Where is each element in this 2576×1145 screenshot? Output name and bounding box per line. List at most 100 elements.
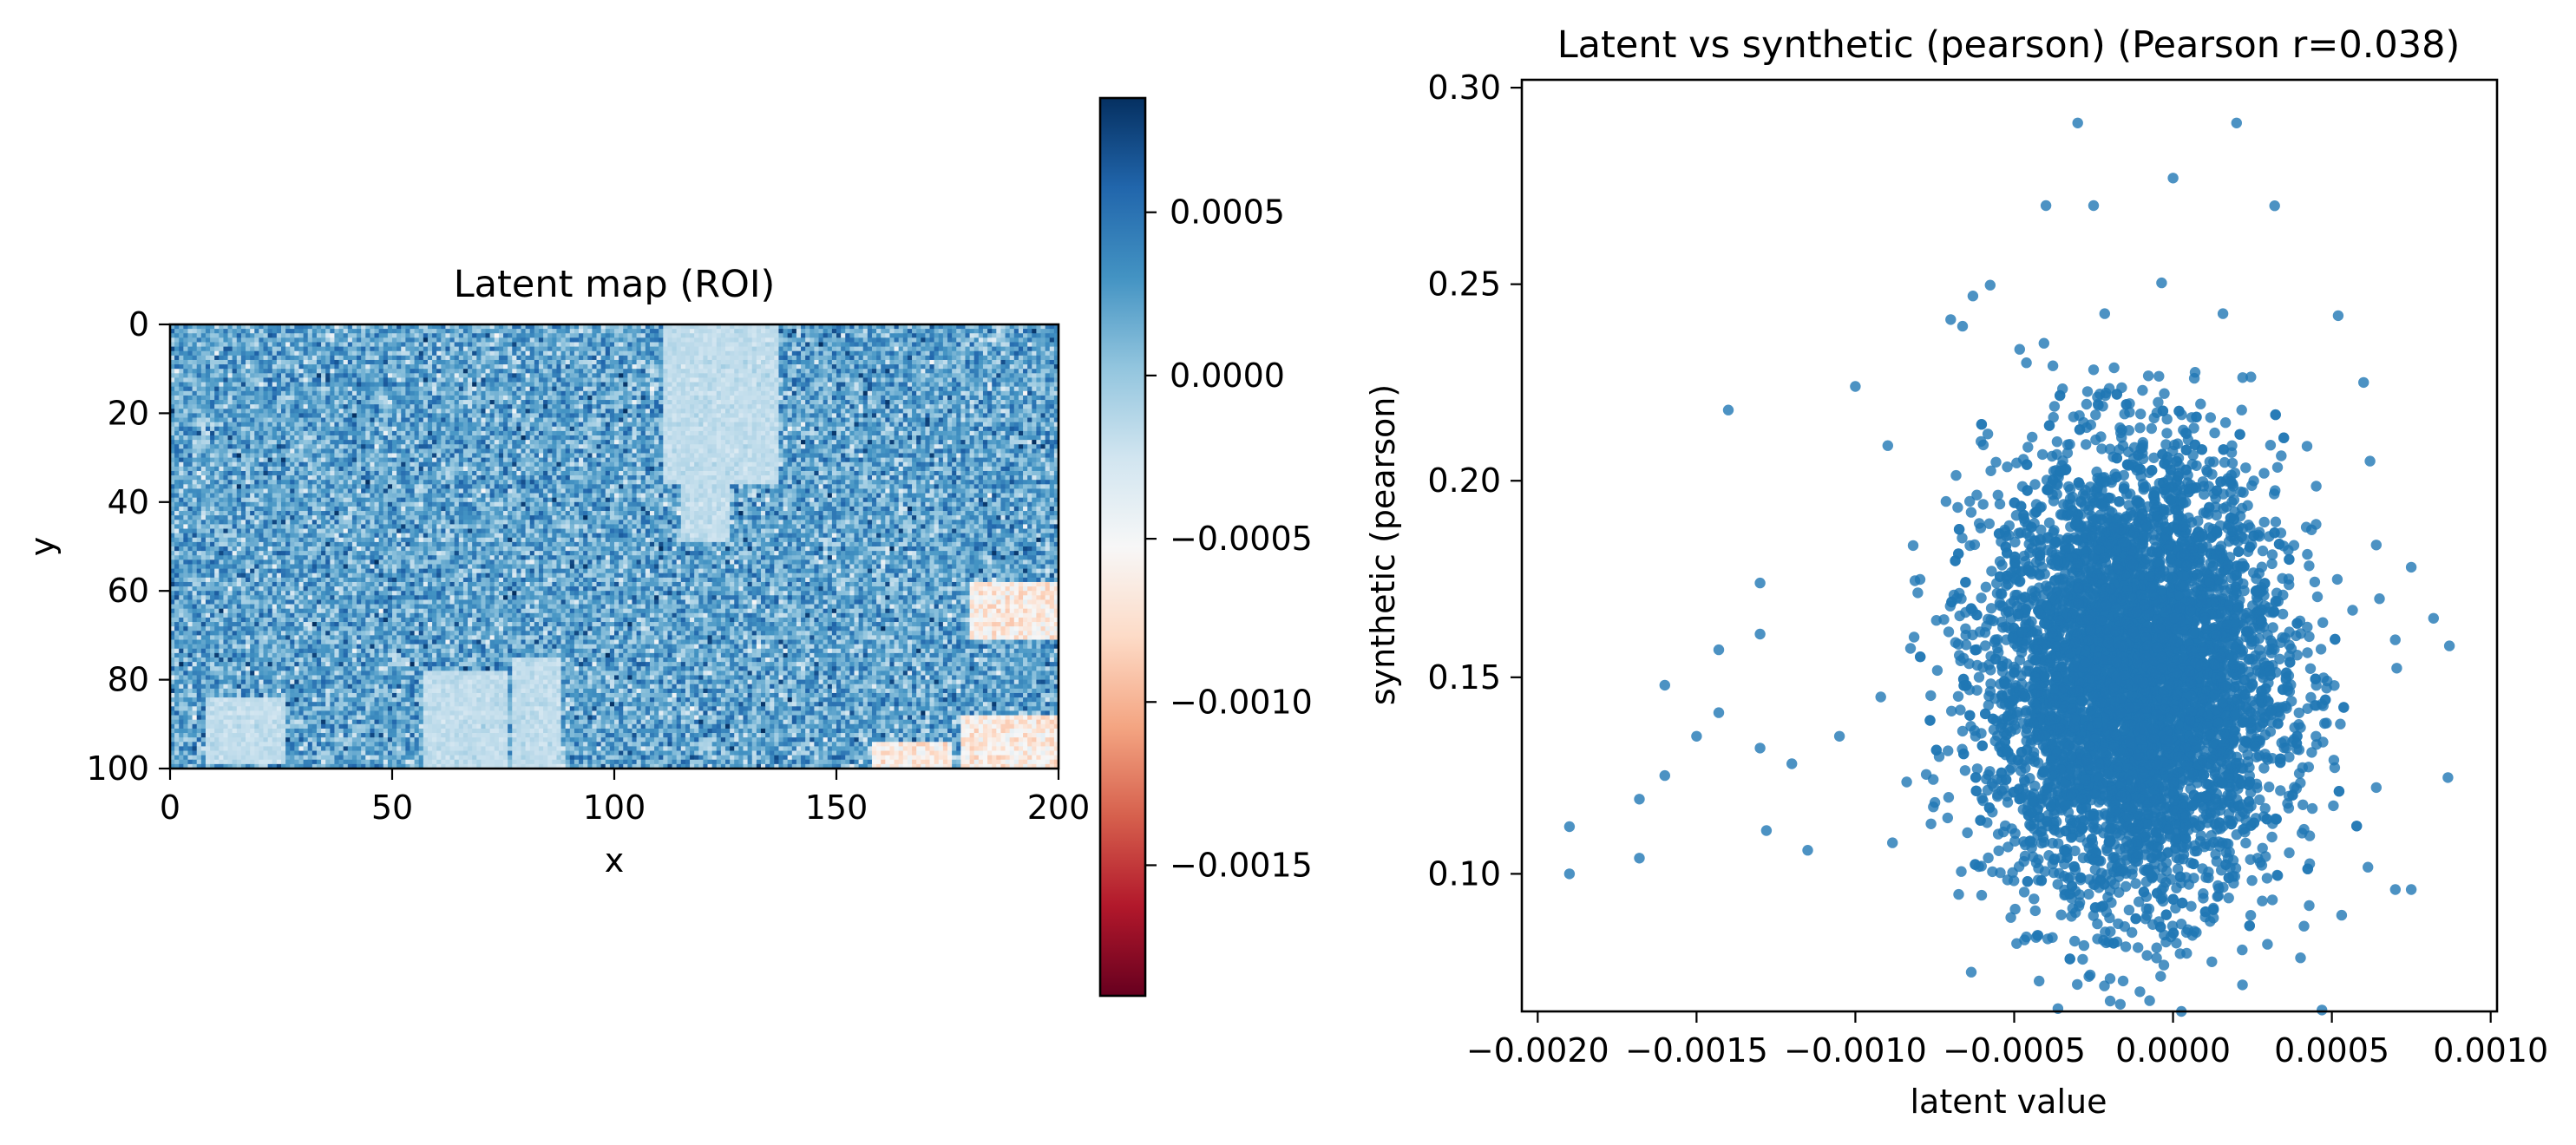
heatmap-cell bbox=[721, 387, 726, 392]
heatmap-cell bbox=[436, 400, 442, 405]
heatmap-cell bbox=[405, 347, 410, 352]
heatmap-cell bbox=[476, 364, 482, 370]
heatmap-cell bbox=[298, 337, 304, 343]
heatmap-cell bbox=[859, 391, 864, 396]
heatmap-cell bbox=[854, 347, 859, 352]
heatmap-cell bbox=[317, 369, 322, 374]
heatmap-cell bbox=[259, 377, 264, 383]
heatmap-cell bbox=[889, 337, 895, 343]
heatmap-cell bbox=[601, 360, 606, 365]
heatmap-cell bbox=[401, 413, 406, 418]
heatmap-cell bbox=[725, 364, 731, 370]
heatmap-cell bbox=[432, 404, 437, 409]
heatmap-cell bbox=[587, 427, 593, 432]
heatmap-cell bbox=[201, 404, 206, 409]
heatmap-cell bbox=[681, 377, 686, 383]
heatmap-cell bbox=[943, 418, 948, 423]
heatmap-cell bbox=[339, 351, 344, 357]
heatmap-cell bbox=[321, 347, 326, 352]
heatmap-cell bbox=[849, 391, 855, 396]
heatmap-cell bbox=[757, 360, 762, 365]
heatmap-cell bbox=[512, 356, 517, 361]
heatmap-cell bbox=[547, 377, 553, 383]
heatmap-cell bbox=[552, 409, 557, 414]
heatmap-cell bbox=[916, 427, 921, 432]
heatmap-cell bbox=[459, 347, 464, 352]
heatmap-cell bbox=[738, 422, 744, 428]
heatmap-cell bbox=[646, 360, 651, 365]
heatmap-cell bbox=[481, 342, 486, 347]
heatmap-cell bbox=[885, 377, 890, 383]
heatmap-cell bbox=[375, 369, 380, 374]
heatmap-cell bbox=[885, 329, 890, 334]
heatmap-cell bbox=[1010, 356, 1015, 361]
heatmap-cell bbox=[268, 364, 273, 370]
heatmap-cell bbox=[486, 427, 491, 432]
heatmap-cell bbox=[841, 360, 846, 365]
heatmap-cell bbox=[895, 377, 900, 383]
heatmap-cell bbox=[463, 337, 469, 343]
heatmap-cell bbox=[650, 364, 655, 370]
heatmap-cell bbox=[934, 347, 940, 352]
heatmap-cell bbox=[264, 400, 269, 405]
heatmap-cell bbox=[290, 351, 295, 357]
heatmap-cell bbox=[552, 347, 557, 352]
heatmap-cell bbox=[508, 404, 513, 409]
heatmap-cell bbox=[228, 337, 233, 343]
heatmap-cell bbox=[423, 364, 429, 370]
heatmap-cell bbox=[694, 377, 699, 383]
heatmap-cell bbox=[246, 347, 251, 352]
heatmap-cell bbox=[597, 418, 602, 423]
heatmap-cell bbox=[601, 427, 606, 432]
heatmap-cell bbox=[801, 404, 806, 409]
heatmap-cell bbox=[534, 427, 540, 432]
heatmap-cell bbox=[868, 377, 873, 383]
heatmap-cell bbox=[796, 360, 802, 365]
heatmap-cell bbox=[264, 342, 269, 347]
heatmap-cell bbox=[357, 413, 362, 418]
heatmap-cell bbox=[601, 333, 606, 338]
heatmap-cell bbox=[472, 356, 477, 361]
heatmap-cell bbox=[650, 351, 655, 357]
heatmap-cell bbox=[1041, 369, 1046, 374]
heatmap-cell bbox=[708, 427, 713, 432]
heatmap-cell bbox=[637, 383, 642, 388]
heatmap-cell bbox=[486, 413, 491, 418]
heatmap-cell bbox=[863, 383, 868, 388]
heatmap-cell bbox=[476, 383, 482, 388]
heatmap-cell bbox=[889, 383, 895, 388]
heatmap-cell bbox=[810, 400, 815, 405]
heatmap-cell bbox=[272, 431, 278, 436]
heatmap-cell bbox=[774, 373, 779, 378]
heatmap-cell bbox=[304, 431, 309, 436]
heatmap-cell bbox=[436, 377, 442, 383]
heatmap-cell bbox=[1023, 369, 1028, 374]
heatmap-cell bbox=[845, 418, 850, 423]
heatmap-cell bbox=[601, 400, 606, 405]
heatmap-cell bbox=[219, 369, 224, 374]
heatmap-cell bbox=[681, 391, 686, 396]
heatmap-cell bbox=[765, 356, 770, 361]
heatmap-cell bbox=[992, 369, 997, 374]
heatmap-cell bbox=[849, 377, 855, 383]
heatmap-cell bbox=[774, 396, 779, 401]
heatmap-cell bbox=[193, 351, 198, 357]
heatmap-cell bbox=[543, 360, 548, 365]
heatmap-cell bbox=[259, 369, 264, 374]
heatmap-cell bbox=[268, 356, 273, 361]
heatmap-cell bbox=[397, 342, 402, 347]
heatmap-cell bbox=[925, 333, 930, 338]
heatmap-cell bbox=[610, 383, 615, 388]
heatmap-cell bbox=[823, 351, 829, 357]
heatmap-cell bbox=[246, 364, 251, 370]
heatmap-cell bbox=[849, 337, 855, 343]
heatmap-cell bbox=[583, 360, 588, 365]
heatmap-cell bbox=[836, 387, 842, 392]
heatmap-cell bbox=[294, 373, 299, 378]
heatmap-cell bbox=[272, 364, 278, 370]
heatmap-cell bbox=[379, 413, 384, 418]
heatmap-cell bbox=[960, 364, 966, 370]
heatmap-cell bbox=[405, 342, 410, 347]
heatmap-cell bbox=[294, 360, 299, 365]
heatmap-cell bbox=[530, 422, 535, 428]
